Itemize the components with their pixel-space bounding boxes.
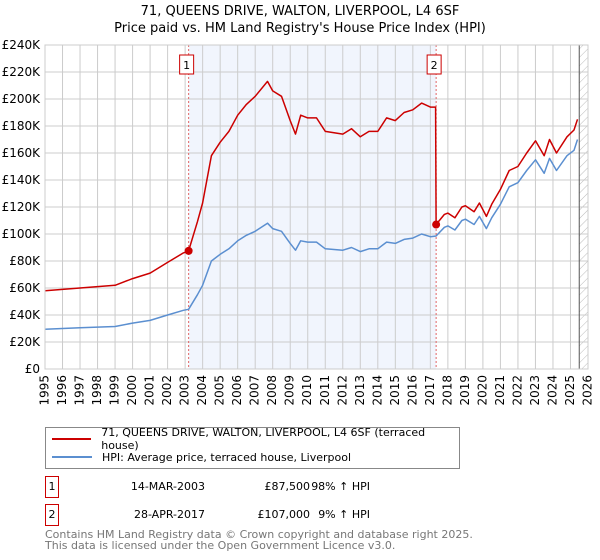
- x-tick-label: 2000: [125, 375, 139, 406]
- y-tick-label: £180K: [2, 119, 42, 133]
- x-tick-label: 2019: [458, 375, 472, 406]
- x-tick-label: 1999: [108, 375, 122, 406]
- x-tick-label: 2012: [335, 375, 349, 406]
- y-tick-label: £200K: [2, 92, 42, 106]
- footer-attribution: Contains HM Land Registry data © Crown c…: [45, 529, 473, 551]
- x-tick-label: 2014: [370, 375, 384, 406]
- plot-border: [44, 44, 589, 370]
- x-tick-label: 2002: [160, 375, 174, 406]
- sale-label-box: [179, 54, 195, 75]
- x-tick-label: 2001: [143, 375, 157, 406]
- x-tick-label: 2004: [195, 375, 209, 406]
- sale-date: 14-MAR-2003: [130, 480, 205, 493]
- legend-swatch-blue: [52, 456, 92, 458]
- legend-label: 71, QUEENS DRIVE, WALTON, LIVERPOOL, L4 …: [101, 426, 426, 452]
- sale-date: 28-APR-2017: [133, 508, 205, 521]
- chart-title: 71, QUEENS DRIVE, WALTON, LIVERPOOL, L4 …: [140, 4, 460, 19]
- x-tick-label: 2018: [440, 375, 454, 406]
- y-tick-label: £140K: [2, 173, 42, 187]
- y-tick-label: £0: [25, 362, 40, 376]
- x-tick-label: 2011: [318, 375, 332, 406]
- legend-swatch-red: [52, 438, 92, 440]
- x-tick-label: 1996: [55, 375, 69, 406]
- property-price-line: [44, 80, 579, 292]
- x-tick-label: 2003: [178, 375, 192, 406]
- x-tick-label: 2008: [265, 375, 279, 406]
- x-tick-label: 2025: [563, 375, 577, 406]
- legend: 71, QUEENS DRIVE, WALTON, LIVERPOOL, L4 …: [45, 426, 460, 469]
- plot-area: £0 £20K £40K £60K £80K £100K £120K £140K £160K £1…: [2, 38, 595, 406]
- x-tick-label: 2015: [388, 375, 402, 406]
- x-tick-label: 1998: [90, 375, 104, 406]
- y-tick-label: £220K: [2, 65, 42, 79]
- y-tick-label: £40K: [9, 308, 41, 322]
- x-tick-label: 2007: [248, 375, 262, 406]
- footer-line: This data is licensed under the Open Gov…: [45, 539, 396, 552]
- hpi-line: [44, 139, 579, 330]
- x-tick-label: 2020: [475, 375, 489, 406]
- y-tick-label: £240K: [2, 38, 42, 52]
- x-tick-label: 2006: [230, 375, 244, 406]
- sale-point-marker: [432, 220, 441, 229]
- x-tick-label: 2022: [510, 375, 524, 406]
- sale-hpi-change: 98% ↑ HPI: [311, 480, 370, 493]
- chart-subtitle: Price paid vs. HM Land Registry's House …: [114, 21, 486, 36]
- sale-price: £107,000: [257, 508, 311, 521]
- y-tick-label: £60K: [9, 281, 41, 295]
- y-tick-label: £160K: [2, 146, 42, 160]
- sale-marker-box: 2: [45, 504, 59, 526]
- x-tick-label: 1997: [73, 375, 87, 406]
- sale-marker-box: 1: [45, 476, 59, 498]
- x-tick-label: 2013: [353, 375, 367, 406]
- y-tick-label: £80K: [9, 254, 41, 268]
- x-tick-label: 2005: [213, 375, 227, 406]
- x-tick-label: 2016: [405, 375, 419, 406]
- legend-item-hpi: HPI: Average price, terraced house, Live…: [52, 449, 351, 465]
- x-tick-label: 1995: [38, 375, 52, 406]
- y-tick-label: £100K: [2, 227, 42, 241]
- y-tick-label: £120K: [2, 200, 42, 214]
- legend-item-property: 71, QUEENS DRIVE, WALTON, LIVERPOOL, L4 …: [52, 426, 459, 452]
- sale-hpi-change: 9% ↑ HPI: [318, 508, 370, 521]
- legend-label: HPI: Average price, terraced house, Live…: [102, 450, 352, 464]
- y-tick-label: £20K: [9, 335, 41, 349]
- sale-point-marker: [184, 246, 193, 255]
- sale-price: £87,500: [264, 480, 311, 493]
- sale-label-box: [426, 54, 442, 75]
- footer-line: Contains HM Land Registry data © Crown c…: [45, 528, 473, 541]
- sale-label: 2: [431, 59, 438, 72]
- x-tick-label: 2021: [493, 375, 507, 406]
- x-tick-label: 2023: [528, 375, 542, 406]
- x-tick-label: 2017: [423, 375, 437, 406]
- x-tick-label: 2026: [581, 375, 595, 406]
- x-tick-label: 2009: [283, 375, 297, 406]
- sale-label: 1: [183, 59, 190, 72]
- x-tick-label: 2010: [300, 375, 314, 406]
- x-tick-label: 2024: [545, 375, 559, 406]
